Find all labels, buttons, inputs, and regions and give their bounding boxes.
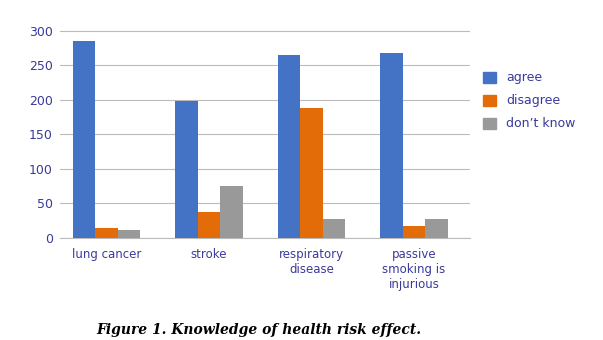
Bar	[300, 108, 323, 238]
Text: Figure 1. Knowledge of health risk effect.: Figure 1. Knowledge of health risk effec…	[96, 323, 422, 337]
Bar	[72, 41, 95, 238]
Bar	[198, 212, 220, 238]
Bar	[380, 53, 403, 238]
Bar	[403, 225, 425, 238]
Bar	[175, 101, 198, 238]
Bar	[220, 186, 243, 238]
Legend: agree, disagree, don’t know: agree, disagree, don’t know	[479, 68, 579, 134]
Bar	[425, 219, 448, 238]
Bar	[277, 55, 300, 238]
Bar	[323, 219, 346, 238]
Bar	[118, 230, 140, 238]
Bar	[95, 228, 118, 238]
